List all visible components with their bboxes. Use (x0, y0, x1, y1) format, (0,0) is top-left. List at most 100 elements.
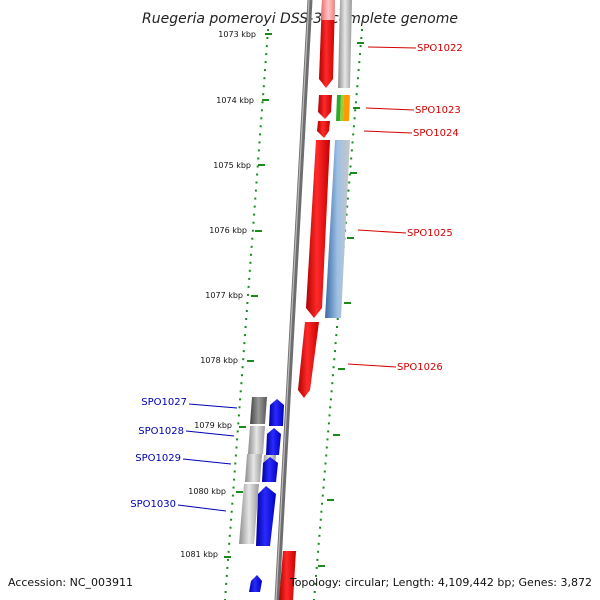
kbp-labels: 1073 kbp 1074 kbp 1075 kbp 1076 kbp 1077… (180, 30, 256, 559)
scale-dot (245, 318, 248, 320)
scale-dot (256, 173, 259, 176)
scale-dot (352, 125, 355, 128)
scale-dot (241, 366, 244, 369)
scale-dot (253, 213, 256, 216)
scale-dot (240, 382, 243, 385)
cog-band-spo1023-c (343, 95, 350, 121)
scale-dot (346, 205, 349, 208)
gene-arrow-spo1030[interactable] (256, 486, 276, 546)
scale-dot (231, 494, 234, 497)
gene-label-spo1030[interactable]: SPO1030 (130, 499, 176, 510)
scale-dot (326, 438, 329, 441)
scale-dot (262, 93, 265, 96)
gene-arrow-spo1029[interactable] (262, 457, 278, 482)
gene-label-spo1028[interactable]: SPO1028 (138, 426, 184, 437)
scale-dot (350, 149, 353, 152)
scale-dot (235, 446, 238, 449)
scale-dot (314, 582, 317, 585)
gene-label-spo1024[interactable]: SPO1024 (413, 128, 459, 139)
forward-strand-features (298, 0, 352, 398)
gene-arrow-spo1027[interactable] (269, 399, 284, 426)
scale-dot (244, 326, 247, 328)
scale-dot (236, 438, 239, 441)
kbp-label: 1077 kbp (205, 291, 243, 300)
cog-band-spo1022 (338, 0, 352, 88)
scale-dot (345, 213, 348, 216)
reverse-strand-features (239, 397, 296, 600)
scale-dot (260, 117, 263, 120)
scale-dot (351, 141, 354, 144)
gene-label-spo1025[interactable]: SPO1025 (407, 228, 453, 239)
scale-dot (259, 133, 262, 136)
kbp-label: 1078 kbp (200, 356, 238, 365)
scale-dot (232, 486, 235, 489)
scale-dot (224, 591, 227, 593)
scale-dot (262, 85, 265, 88)
scale-dot (264, 61, 267, 64)
scale-dot (336, 318, 339, 320)
right-scale-track (313, 29, 363, 600)
scale-dot (329, 398, 332, 401)
scale-dot (322, 486, 325, 489)
scale-dot (334, 342, 337, 345)
gene-label-spo1023[interactable]: SPO1023 (415, 105, 461, 116)
scale-dot (236, 430, 239, 433)
scale-dot (354, 101, 357, 104)
scale-dot (247, 285, 250, 288)
scale-dot (359, 45, 362, 48)
gene-arrow-spo1023[interactable] (318, 95, 332, 119)
scale-dot (360, 37, 363, 39)
gene-label-spo1029[interactable]: SPO1029 (135, 453, 181, 464)
gene-label-spo1022[interactable]: SPO1022 (417, 43, 463, 54)
scale-dot (336, 326, 338, 328)
cog-band-spo1027 (250, 397, 267, 424)
scale-dot (317, 550, 320, 553)
kbp-label: 1076 kbp (209, 226, 247, 235)
scale-dot (350, 157, 353, 160)
scale-dot (264, 69, 266, 72)
scale-dot (315, 566, 318, 569)
gene-arrow-spo1024[interactable] (317, 121, 330, 138)
scale-dot (266, 37, 269, 39)
gene-label-spo1027[interactable]: SPO1027 (141, 397, 187, 408)
cog-band-spo1023-b (340, 95, 344, 121)
gene-arrow-spo1022[interactable] (319, 0, 335, 88)
gene-arrow-partial-red[interactable] (279, 551, 296, 600)
scale-dot (361, 29, 363, 31)
gene-arrow-partial-blue[interactable] (249, 575, 262, 592)
gene-arrow-spo1026[interactable] (298, 322, 319, 398)
scale-dot (249, 261, 252, 264)
scale-ticks (224, 33, 364, 567)
scale-dot (319, 526, 322, 529)
scale-dot (323, 470, 326, 473)
scale-dot (228, 542, 231, 545)
scale-dot (331, 374, 334, 377)
scale-dot (251, 229, 254, 232)
gene-arrow-spo1028[interactable] (266, 428, 281, 455)
gene-label-spo1026[interactable]: SPO1026 (397, 362, 443, 373)
scale-dot (247, 293, 249, 296)
scale-dot (358, 61, 361, 64)
scale-dot (353, 117, 356, 120)
gene-arrow-spo1025[interactable] (306, 140, 330, 318)
scale-dot (230, 510, 233, 513)
scale-dot (332, 366, 335, 369)
scale-dot (237, 414, 240, 417)
scale-dot (357, 69, 360, 72)
scale-dot (244, 334, 246, 337)
scale-dot (319, 518, 322, 521)
scale-dot (323, 478, 326, 481)
scale-dot (356, 77, 359, 80)
kbp-label: 1080 kbp (188, 487, 226, 496)
scale-dot (265, 45, 268, 48)
scale-dot (255, 181, 258, 184)
scale-dot (251, 237, 254, 240)
scale-dot (225, 574, 228, 577)
scale-dot (256, 165, 259, 168)
scale-dot (352, 133, 355, 136)
scale-dot (239, 398, 242, 401)
kbp-label: 1073 kbp (218, 30, 256, 39)
scale-dot (254, 197, 257, 200)
scale-dot (233, 470, 236, 473)
